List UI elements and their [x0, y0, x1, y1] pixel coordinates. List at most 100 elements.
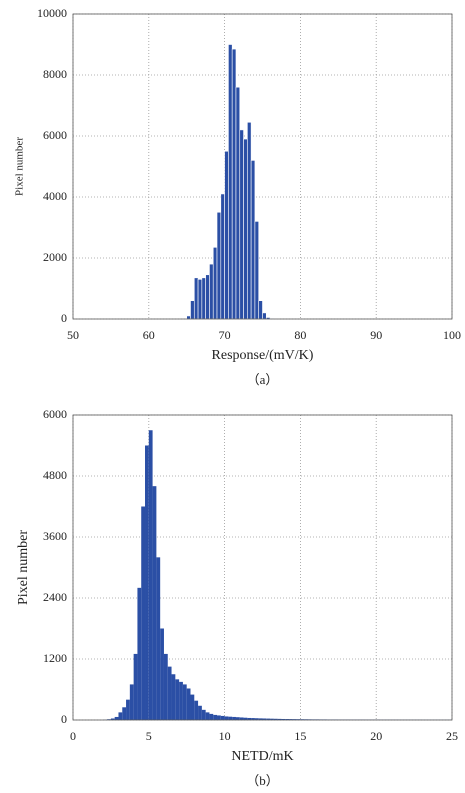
histogram-bar [247, 717, 252, 720]
histogram-bar [163, 653, 168, 720]
y-tick-label: 2000 [43, 250, 67, 264]
histogram-bar [190, 300, 195, 320]
x-tick-label: 25 [446, 729, 458, 743]
histogram-bar [209, 263, 214, 320]
plot-frame [72, 414, 453, 721]
histogram-bar [194, 700, 199, 720]
histogram-bar [186, 315, 191, 320]
histogram-bar [232, 716, 236, 720]
histogram-bar [216, 211, 222, 320]
histogram-bar [114, 716, 119, 720]
y-tick-label: 8000 [43, 67, 67, 81]
x-tick-label: 50 [67, 328, 79, 342]
histogram-bar [251, 718, 255, 720]
histogram-bar [254, 221, 260, 320]
histogram-bar [129, 684, 134, 720]
histogram-bar [231, 48, 237, 320]
histogram-bar [285, 719, 290, 720]
histogram-bar [160, 628, 164, 720]
histogram-bar [197, 279, 203, 320]
histogram-bar [258, 300, 263, 320]
x-tick-label: 100 [443, 328, 461, 342]
y-tick-label: 3600 [43, 529, 67, 543]
histogram-bar [190, 694, 195, 720]
histogram-bar [228, 716, 233, 720]
histogram-bar [133, 653, 138, 720]
histogram-bar [118, 712, 123, 720]
y-tick-label: 6000 [43, 128, 67, 142]
histogram-bar [235, 717, 240, 720]
y-tick-label: 4000 [43, 189, 67, 203]
histogram-bar [175, 679, 180, 720]
histogram-bar [296, 719, 301, 720]
histogram-bar [243, 717, 248, 720]
plot-frame [72, 13, 453, 320]
x-tick-label: 60 [143, 328, 155, 342]
x-axis-label: NETD/mK [231, 749, 293, 764]
y-tick-label: 0 [61, 712, 67, 726]
histogram-bar [171, 674, 176, 720]
histogram-bar [122, 707, 127, 720]
histogram-bar [239, 717, 244, 720]
histogram-bar [277, 718, 282, 720]
histogram-bar [235, 86, 241, 320]
histogram-bar [258, 718, 263, 720]
histogram-bar [266, 718, 271, 720]
histogram-bar [212, 247, 218, 320]
y-tick-label: 1200 [43, 651, 67, 665]
histogram-bar [156, 557, 161, 720]
histogram-bar [198, 705, 202, 720]
histogram-bar [205, 712, 210, 720]
y-axis-label: Pixel number [16, 530, 31, 605]
y-tick-label: 10000 [37, 6, 67, 20]
histogram-bar [209, 713, 214, 720]
histogram-bar [247, 121, 252, 320]
y-tick-label: 2400 [43, 590, 67, 604]
histogram-bar [228, 44, 233, 320]
histogram-bar [179, 681, 183, 720]
histogram-bar [213, 714, 218, 720]
y-tick-label: 0 [61, 311, 67, 325]
histogram-bar [292, 719, 297, 720]
histogram-bar [254, 718, 259, 720]
histogram-bar [201, 709, 206, 720]
x-tick-label: 10 [219, 729, 231, 743]
histogram-bar [152, 486, 157, 720]
histogram-bar [220, 715, 225, 720]
x-tick-label: 80 [294, 328, 306, 342]
histogram-bar [167, 666, 172, 720]
histogram-bar [281, 718, 286, 720]
histogram-bar [148, 430, 153, 720]
x-tick-label: 15 [294, 729, 306, 743]
x-tick-label: 20 [370, 729, 382, 743]
x-axis-label: Response/(mV/K) [212, 348, 314, 363]
histogram-bar [205, 274, 210, 320]
x-tick-label: 70 [219, 328, 231, 342]
histogram-bar [137, 587, 142, 720]
histogram-bar [262, 312, 267, 320]
histogram-bar [289, 719, 293, 720]
histogram-bar [239, 129, 244, 320]
histogram-bar [141, 506, 146, 720]
x-tick-label: 90 [370, 328, 382, 342]
histogram-bar [220, 193, 225, 320]
histogram-bar [224, 150, 229, 320]
x-tick-label: 0 [70, 729, 76, 743]
histogram-bar [110, 718, 115, 720]
histogram-bar [186, 688, 191, 720]
histogram-bar [262, 718, 267, 720]
y-tick-label: 6000 [43, 407, 67, 421]
histogram-bar [201, 277, 206, 320]
x-tick-label: 5 [146, 729, 152, 743]
y-tick-label: 4800 [43, 468, 67, 482]
histogram-bar [224, 716, 229, 720]
y-axis-label: Pixel number [14, 137, 26, 196]
caption: （b） [246, 773, 279, 788]
caption: （a） [247, 372, 279, 387]
histogram-bar [273, 718, 278, 720]
histogram-bar [270, 718, 274, 720]
histogram-bar [193, 277, 199, 320]
histogram-bar [126, 699, 130, 720]
